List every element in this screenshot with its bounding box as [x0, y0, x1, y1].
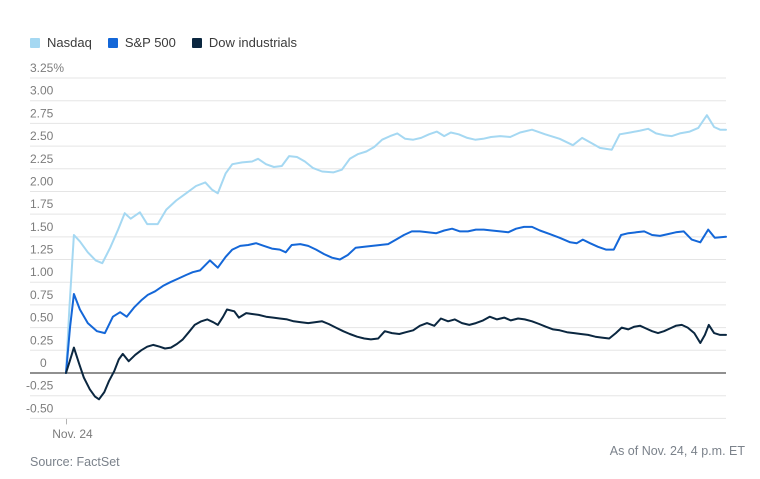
legend-swatch-icon: [30, 37, 40, 48]
legend-item-nasdaq: Nasdaq: [30, 35, 92, 50]
series-line-dow-industrials: [65, 308, 727, 401]
y-axis-label: 3.00: [30, 84, 54, 98]
legend-swatch-icon: [191, 37, 202, 48]
y-axis-label: 0.50: [30, 311, 54, 325]
y-axis-label: 2.00: [30, 174, 54, 188]
y-axis-label: 3.25%: [30, 61, 64, 75]
y-axis-label: 1.75: [30, 197, 54, 211]
y-axis-label: 2.25: [30, 152, 54, 166]
x-axis-label: Nov. 24: [52, 427, 93, 441]
y-axis-label: 2.75: [30, 106, 54, 120]
legend-label: Nasdaq: [47, 35, 92, 50]
y-axis-label: 1.50: [30, 220, 54, 234]
y-axis-label: 0.25: [30, 333, 54, 347]
as-of-note: As of Nov. 24, 4 p.m. ET: [609, 444, 745, 458]
legend-label: S&P 500: [124, 35, 176, 50]
y-axis-label: 1.25: [30, 243, 54, 257]
series-line-s-p-500: [65, 225, 727, 374]
y-axis-label: 1.00: [30, 265, 54, 279]
y-axis-label: -0.25: [26, 379, 54, 393]
y-axis-label: -0.50: [26, 401, 54, 415]
source-note: Source: FactSet: [30, 455, 120, 469]
y-axis-label: 0: [40, 356, 47, 370]
y-axis-label: 0.75: [30, 288, 54, 302]
chart-legend: Nasdaq S&P 500 Dow industrials: [30, 35, 297, 50]
legend-swatch-icon: [107, 37, 118, 48]
legend-item-s-p-500: S&P 500: [107, 35, 176, 50]
y-axis-label: 2.50: [30, 129, 54, 143]
legend-item-dow-industrials: Dow industrials: [191, 35, 298, 50]
legend-label: Dow industrials: [208, 35, 298, 50]
series-line-nasdaq: [65, 114, 727, 374]
